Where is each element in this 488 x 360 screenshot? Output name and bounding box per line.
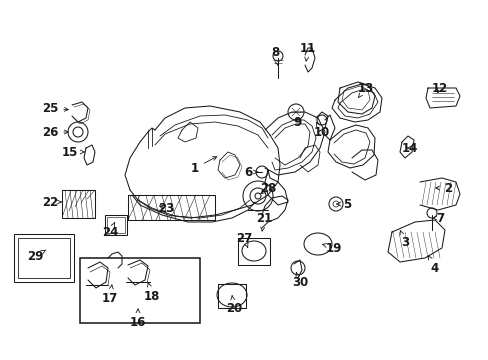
- Text: 28: 28: [259, 181, 276, 194]
- Text: 24: 24: [102, 222, 118, 238]
- Text: 6: 6: [244, 166, 257, 179]
- Bar: [14, 234, 74, 282]
- Text: 16: 16: [129, 309, 146, 328]
- Bar: [107, 217, 125, 233]
- Text: 3: 3: [399, 230, 408, 248]
- Text: 17: 17: [102, 285, 118, 305]
- Text: 22: 22: [42, 195, 61, 208]
- Text: 25: 25: [42, 102, 68, 114]
- Text: 13: 13: [357, 81, 373, 98]
- Text: 4: 4: [427, 256, 438, 274]
- Text: 1: 1: [190, 157, 216, 175]
- Bar: [105, 215, 127, 235]
- Text: 5: 5: [336, 198, 350, 211]
- Text: 26: 26: [42, 126, 68, 139]
- Bar: [18, 238, 70, 278]
- Text: 27: 27: [235, 231, 252, 247]
- Text: 23: 23: [158, 202, 174, 215]
- Text: 7: 7: [432, 211, 443, 225]
- Bar: [80, 258, 200, 323]
- Text: 2: 2: [435, 181, 451, 194]
- Text: 29: 29: [27, 249, 46, 262]
- Text: 18: 18: [143, 283, 160, 302]
- Text: 10: 10: [313, 122, 329, 139]
- Text: 15: 15: [61, 145, 84, 158]
- Text: 14: 14: [401, 141, 417, 154]
- Text: 21: 21: [255, 211, 271, 231]
- Text: 30: 30: [291, 273, 307, 288]
- Text: 12: 12: [431, 81, 447, 94]
- Text: 9: 9: [293, 116, 302, 129]
- Text: 20: 20: [225, 296, 242, 315]
- Text: 19: 19: [322, 242, 342, 255]
- Text: 8: 8: [270, 45, 279, 65]
- Text: 11: 11: [299, 41, 315, 61]
